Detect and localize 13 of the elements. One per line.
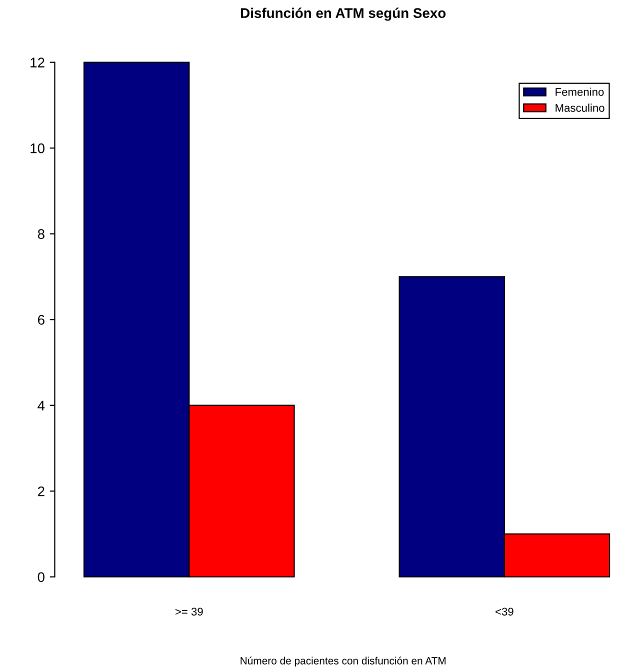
chart-title: Disfunción en ATM según Sexo — [241, 8, 446, 21]
y-tick-label: 12 — [30, 58, 44, 68]
y-tick-label: 6 — [38, 314, 44, 325]
y-tick-label: 2 — [38, 486, 44, 496]
y-tick-label: 8 — [38, 229, 44, 239]
legend-label: Masculino — [556, 104, 604, 112]
x-axis-title: Número de pacientes con disfunción en ATM — [240, 656, 446, 667]
y-tick-label: 10 — [30, 143, 44, 154]
x-tick-label: >= 39 — [175, 608, 203, 616]
y-tick-label: 0 — [38, 572, 44, 582]
x-tick-label: <39 — [496, 608, 514, 616]
y-tick-label: 4 — [38, 400, 45, 410]
legend-label: Femenino — [556, 88, 604, 96]
